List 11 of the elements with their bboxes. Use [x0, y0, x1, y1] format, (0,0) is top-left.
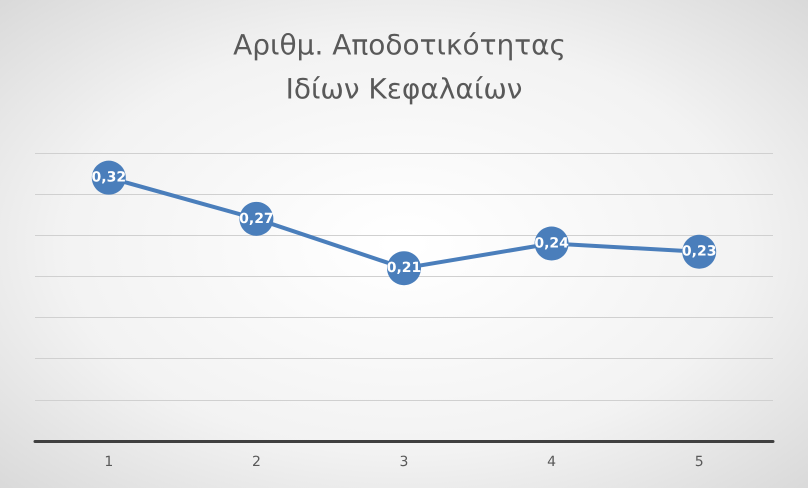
- data-label: 0,24: [534, 236, 570, 252]
- data-label: 0,21: [386, 260, 422, 276]
- x-tick-label: 4: [547, 454, 556, 470]
- chart-title: Αριθμ. Αποδοτικότητας Ιδίων Κεφαλαίων: [233, 28, 575, 106]
- x-tick-label: 3: [400, 454, 408, 470]
- x-tick-label: 1: [104, 454, 114, 470]
- x-tick-label: 5: [694, 454, 704, 470]
- data-label: 0,23: [682, 244, 716, 260]
- x-tick-label: 2: [252, 454, 261, 470]
- data-label: 0,27: [239, 210, 274, 227]
- data-label: 0,32: [92, 170, 126, 186]
